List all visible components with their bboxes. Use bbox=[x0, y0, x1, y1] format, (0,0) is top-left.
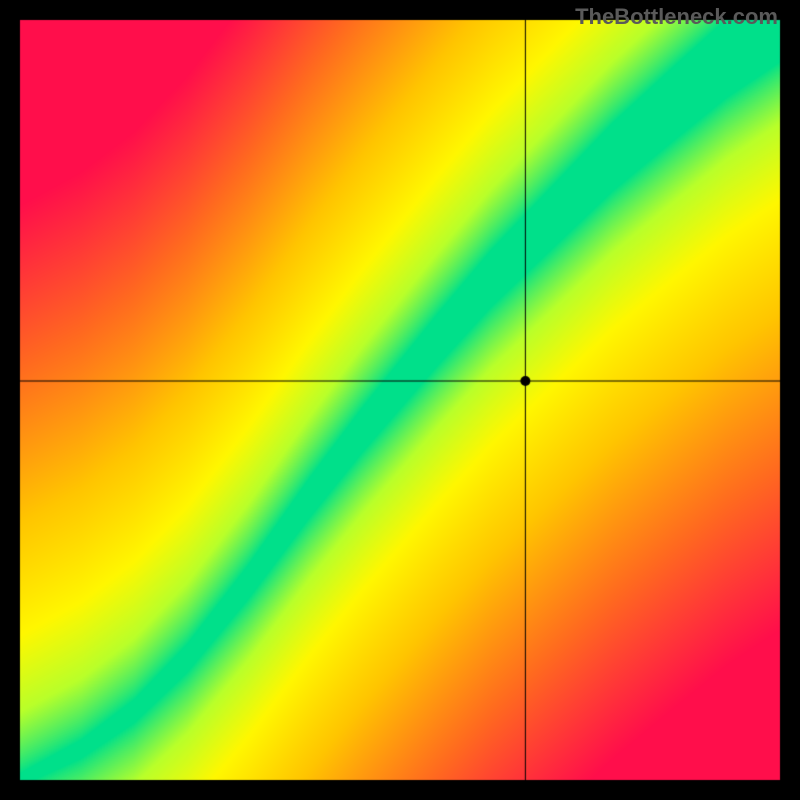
bottleneck-heatmap bbox=[0, 0, 800, 800]
chart-container: TheBottleneck.com bbox=[0, 0, 800, 800]
watermark-text: TheBottleneck.com bbox=[575, 4, 778, 30]
